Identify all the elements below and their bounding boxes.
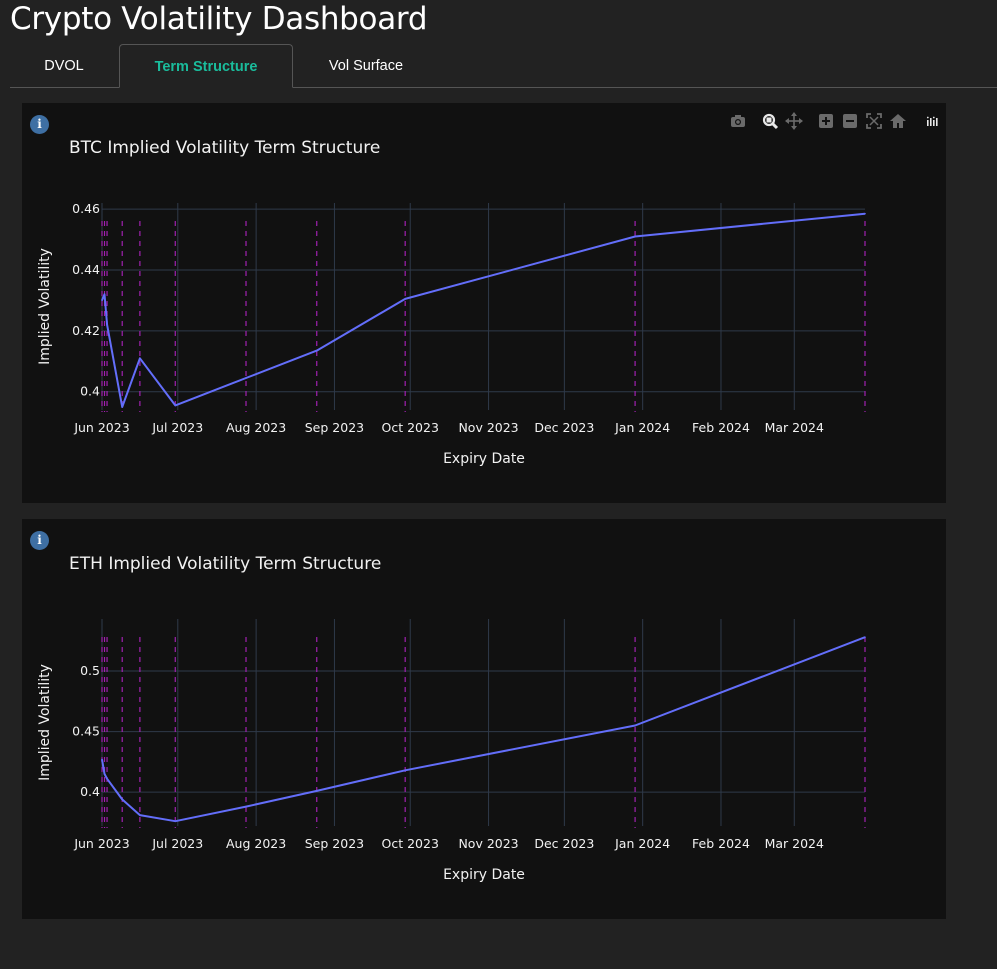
data-point xyxy=(103,293,106,296)
x-tick-label: Feb 2024 xyxy=(692,836,750,851)
tab-vol-surface[interactable]: Vol Surface xyxy=(328,58,404,74)
x-tick-label: Sep 2023 xyxy=(305,420,364,435)
x-tick-label: Dec 2023 xyxy=(534,836,594,851)
x-axis-label: Expiry Date xyxy=(443,451,525,467)
tab-dvol[interactable]: DVOL xyxy=(44,58,84,74)
data-point xyxy=(103,773,106,775)
data-point xyxy=(864,212,866,215)
series-line xyxy=(101,212,866,408)
data-point xyxy=(404,769,406,772)
x-tick-label: Jun 2023 xyxy=(73,420,129,435)
camera-icon[interactable] xyxy=(728,111,748,131)
x-tick-label: Feb 2024 xyxy=(692,420,750,435)
data-point xyxy=(315,790,318,792)
eth-chart-panel: i ETH Implied Volatility Term Structure 0… xyxy=(22,519,946,919)
data-point xyxy=(101,758,103,761)
data-point xyxy=(634,235,636,238)
data-point xyxy=(174,820,177,822)
reset-axes-icon[interactable] xyxy=(888,111,908,131)
zoom-icon[interactable] xyxy=(760,111,780,131)
y-axis-label: Implied Volatility xyxy=(37,664,53,781)
data-point xyxy=(404,298,406,300)
x-tick-label: Nov 2023 xyxy=(458,420,518,435)
chart-title: ETH Implied Volatility Term Structure xyxy=(69,554,381,574)
x-tick-label: Jul 2023 xyxy=(151,836,203,851)
data-point xyxy=(174,404,177,407)
chart-title: BTC Implied Volatility Term Structure xyxy=(69,138,380,158)
x-tick-label: Mar 2024 xyxy=(765,836,824,851)
x-tick-label: Jan 2024 xyxy=(614,420,670,435)
btc-term-structure-chart[interactable]: BTC Implied Volatility Term Structure 0.4… xyxy=(22,103,946,503)
data-point xyxy=(121,798,124,801)
data-point xyxy=(106,323,108,326)
y-tick-label: 0.44 xyxy=(72,262,100,277)
series-line xyxy=(101,636,866,823)
data-point xyxy=(139,357,141,360)
data-point xyxy=(245,377,247,379)
data-point xyxy=(864,636,866,638)
data-point xyxy=(121,406,124,408)
y-tick-label: 0.4 xyxy=(80,784,100,799)
x-tick-label: Jun 2023 xyxy=(73,836,129,851)
y-tick-label: 0.4 xyxy=(80,384,100,399)
x-tick-label: Aug 2023 xyxy=(226,836,286,851)
data-point xyxy=(634,724,636,727)
tab-bar: DVOL Term Structure Vol Surface xyxy=(10,44,997,88)
autoscale-icon[interactable] xyxy=(864,111,884,131)
data-point xyxy=(106,777,108,780)
btc-chart-panel: i BTC Implied Volatility Term Structure 0… xyxy=(22,103,946,503)
x-tick-label: Jan 2024 xyxy=(614,836,670,851)
y-axis-label: Implied Volatility xyxy=(37,248,53,365)
x-tick-label: Jul 2023 xyxy=(151,420,203,435)
x-tick-label: Sep 2023 xyxy=(305,836,364,851)
x-tick-label: Mar 2024 xyxy=(765,420,824,435)
y-tick-label: 0.42 xyxy=(72,323,100,338)
page-title: Crypto Volatility Dashboard xyxy=(10,1,428,37)
data-point xyxy=(245,805,247,808)
x-tick-label: Aug 2023 xyxy=(226,420,286,435)
x-axis-label: Expiry Date xyxy=(443,867,525,883)
info-icon[interactable]: i xyxy=(30,531,49,550)
x-tick-label: Oct 2023 xyxy=(382,836,439,851)
pan-icon[interactable] xyxy=(784,111,804,131)
data-point xyxy=(101,299,103,302)
eth-term-structure-chart[interactable]: ETH Implied Volatility Term Structure 0.4… xyxy=(22,519,946,919)
plotly-logo-icon[interactable] xyxy=(922,111,942,131)
info-icon[interactable]: i xyxy=(30,115,49,134)
zoom-out-icon[interactable] xyxy=(840,111,860,131)
x-tick-label: Oct 2023 xyxy=(382,420,439,435)
y-tick-label: 0.5 xyxy=(80,663,100,678)
x-tick-label: Nov 2023 xyxy=(458,836,518,851)
data-point xyxy=(139,814,141,816)
y-tick-label: 0.46 xyxy=(72,201,100,216)
x-tick-label: Dec 2023 xyxy=(534,420,594,435)
zoom-in-icon[interactable] xyxy=(816,111,836,131)
data-point xyxy=(315,349,318,352)
tab-term-structure[interactable]: Term Structure xyxy=(119,44,293,88)
y-tick-label: 0.45 xyxy=(72,724,100,739)
